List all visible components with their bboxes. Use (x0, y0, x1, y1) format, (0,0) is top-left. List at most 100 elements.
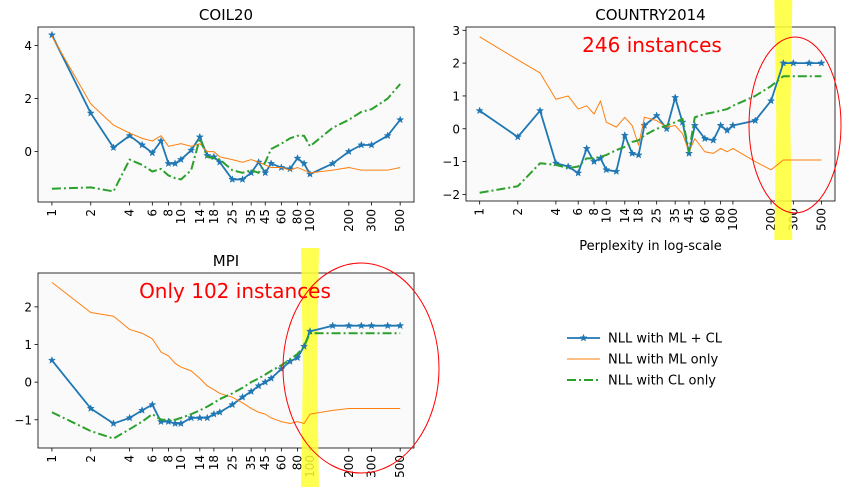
data-point-star (652, 111, 661, 120)
x-tick-label: 200 (342, 209, 356, 232)
data-point-star (164, 159, 173, 168)
data-point-star (299, 159, 309, 168)
data-point-star (805, 58, 814, 67)
data-point-star (176, 419, 186, 428)
x-tick-label: 45 (682, 208, 696, 223)
data-point-star (671, 93, 680, 102)
annotation-text: 246 instances (582, 33, 722, 57)
x-tick-label: 200 (342, 455, 356, 478)
series-line-0 (51, 324, 401, 425)
data-point-star (261, 377, 270, 386)
data-point-star (138, 406, 147, 414)
x-tick-label: 2 (84, 455, 98, 463)
x-tick-label: 2 (84, 209, 98, 217)
data-point-star (109, 143, 118, 152)
x-tick-label: 500 (393, 455, 407, 478)
x-tick-label: 80 (714, 208, 728, 223)
data-point-star (293, 153, 302, 162)
x-tick-label: 1 (473, 208, 487, 216)
data-point-star (589, 157, 599, 166)
data-point-star (247, 387, 256, 396)
data-point-star (602, 165, 611, 174)
plot-area (465, 26, 836, 202)
data-point-star (203, 413, 212, 422)
data-point-star (357, 321, 366, 330)
data-point-star (751, 116, 760, 125)
y-tick-label: 1 (24, 338, 32, 352)
data-point-star (513, 132, 522, 141)
data-point-star (367, 321, 376, 330)
data-point-star (640, 121, 649, 129)
data-point-star (277, 364, 286, 373)
y-tick-label: 0 (452, 122, 460, 136)
data-point-star (238, 175, 247, 183)
x-tick-label: 6 (145, 209, 159, 217)
highlight-band (300, 248, 319, 487)
data-point-star (148, 148, 157, 157)
x-tick-label: 25 (650, 208, 664, 223)
data-point-star (709, 135, 718, 144)
x-tick-label: 25 (225, 209, 239, 224)
data-point-star (267, 159, 276, 168)
x-tick-label: 8 (587, 208, 601, 216)
data-point-star (148, 400, 157, 409)
x-tick-label: 10 (174, 209, 188, 224)
data-point-star (634, 150, 643, 159)
series-line-1 (51, 282, 401, 425)
x-tick-label: 18 (207, 209, 221, 224)
series-line-0 (51, 34, 401, 181)
x-tick-label: 14 (193, 209, 207, 224)
data-point-star (779, 58, 788, 67)
data-point-star (170, 159, 180, 168)
x-tick-label: 25 (225, 455, 239, 470)
x-tick-label: 100 (726, 208, 740, 231)
data-point-star (109, 419, 118, 428)
x-tick-label: 60 (274, 209, 288, 224)
x-tick-label: 4 (123, 455, 137, 463)
data-point-star (690, 121, 699, 129)
data-point-star (475, 106, 484, 115)
data-point-star (620, 131, 629, 139)
y-tick-label: −2 (442, 188, 460, 202)
x-tick-label: 500 (393, 209, 407, 232)
data-point-star (164, 417, 173, 426)
x-tick-label: 300 (365, 455, 379, 478)
series-line-2 (51, 83, 401, 193)
x-tick-label: 6 (571, 208, 585, 216)
data-point-star (367, 140, 376, 149)
y-tick-label: 4 (24, 39, 32, 53)
x-tick-label: 200 (764, 208, 778, 231)
x-tick-label: 1 (45, 209, 59, 217)
y-tick-label: −1 (442, 155, 460, 169)
y-tick-label: 2 (24, 300, 32, 314)
data-point-star (138, 140, 147, 149)
annotation-text: Only 102 instances (139, 279, 331, 303)
x-tick-label: 8 (161, 209, 175, 217)
data-point-star (383, 321, 392, 330)
y-tick-label: 3 (452, 24, 460, 38)
x-tick-label: 14 (193, 455, 207, 470)
x-tick-label: 45 (258, 209, 272, 224)
x-tick-label: 60 (274, 455, 288, 470)
data-point-star (328, 159, 337, 168)
data-point-star (195, 132, 204, 141)
data-point-star (238, 392, 247, 401)
data-point-star (47, 355, 57, 364)
x-tick-label: 2 (511, 208, 525, 216)
x-tick-label: 35 (668, 208, 682, 223)
chart-title: COIL20 (199, 6, 253, 24)
data-point-star (700, 134, 709, 143)
data-point-star (187, 413, 196, 422)
x-tick-label: 300 (365, 209, 379, 232)
data-point-star (564, 162, 573, 171)
data-point-star (684, 149, 694, 157)
x-tick-label: 1 (45, 455, 59, 463)
x-tick-label: 80 (290, 209, 304, 224)
series-line-2 (479, 75, 822, 194)
x-tick-label: 18 (207, 455, 221, 470)
data-point-star (817, 58, 826, 67)
series-line-1 (479, 36, 822, 171)
data-point-star (582, 144, 591, 152)
x-tick-label: 4 (549, 208, 563, 216)
data-point-star (628, 149, 637, 157)
